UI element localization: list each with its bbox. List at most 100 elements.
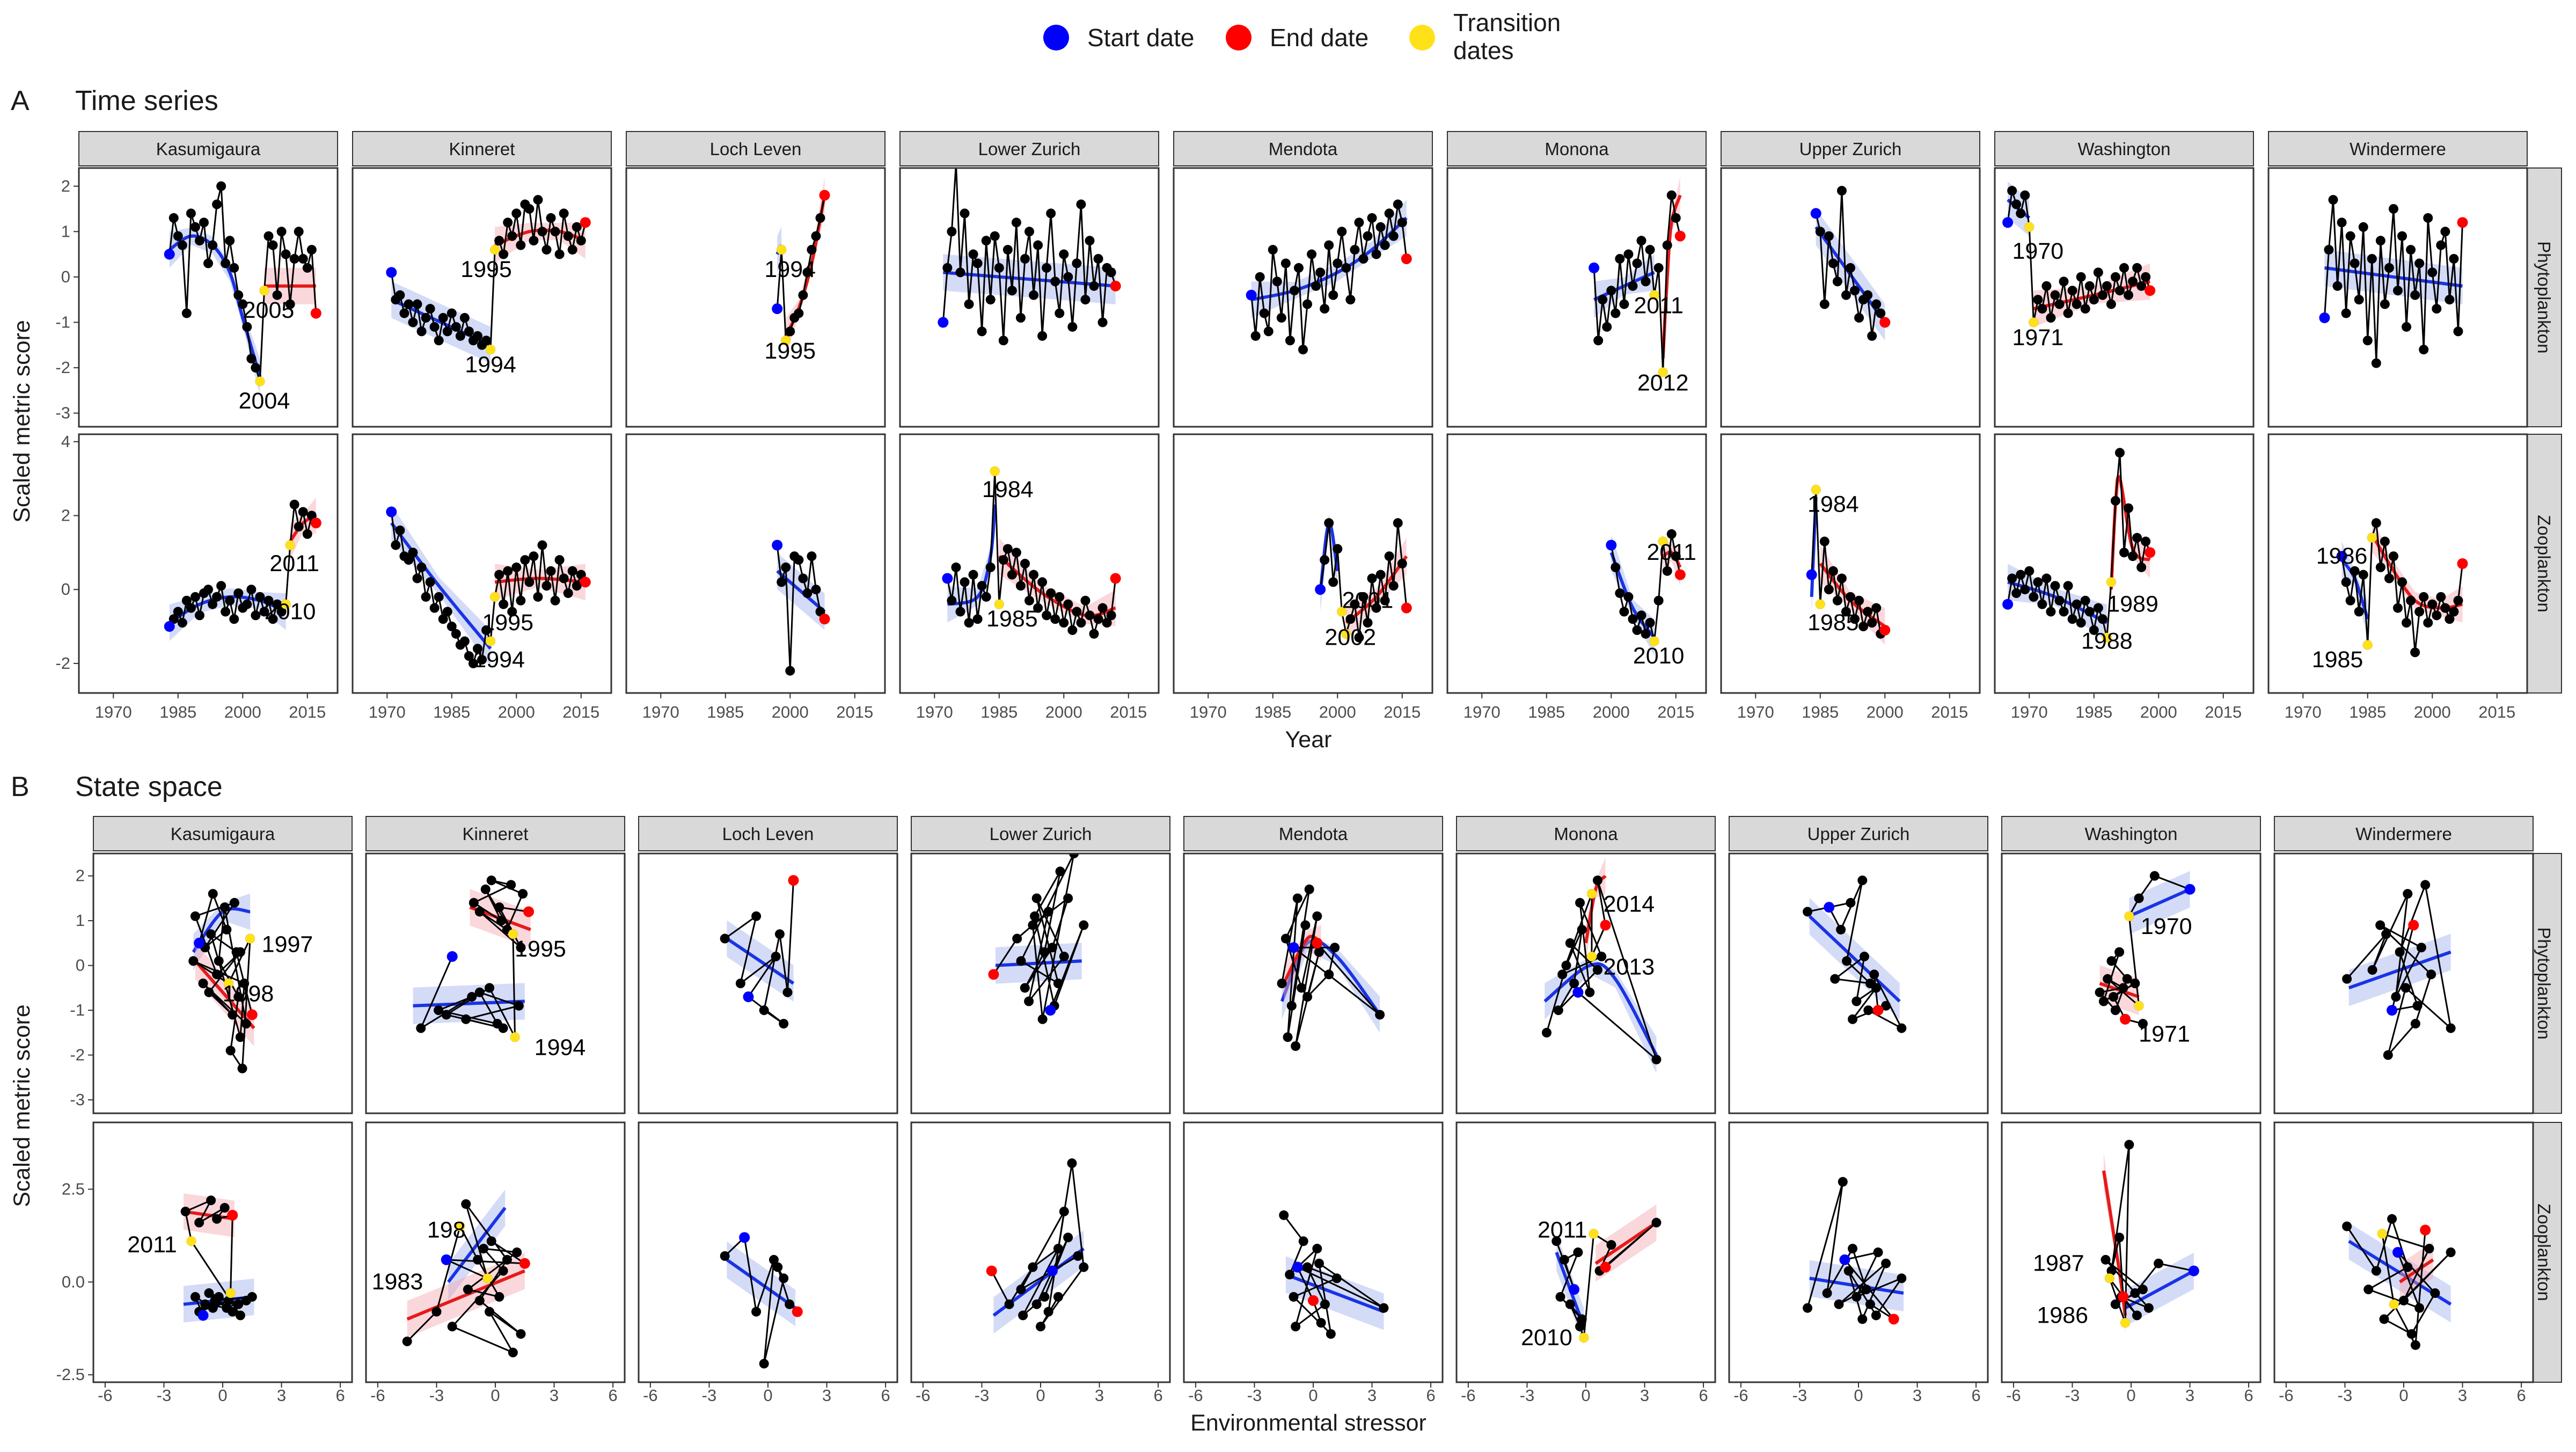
data-point (2130, 979, 2140, 988)
data-point (1031, 1299, 1042, 1309)
data-point (2072, 299, 2082, 309)
strip-bg (78, 131, 338, 166)
data-point (474, 907, 485, 917)
data-point (2109, 992, 2119, 1002)
strip-label: Washington (2084, 824, 2177, 844)
end-point (310, 308, 321, 319)
data-point (289, 499, 299, 509)
y-tick-label: -2.5 (56, 1365, 85, 1384)
transition-point (486, 636, 496, 646)
strip-label: Upper Zurich (1807, 824, 1910, 844)
panel-plot-area (772, 539, 830, 676)
data-point (1641, 276, 1651, 287)
data-point (434, 592, 444, 602)
data-point (2067, 286, 2077, 296)
transition-year-label: 2011 (127, 1232, 177, 1258)
data-point (2426, 969, 2436, 980)
end-point (792, 1306, 803, 1317)
end-point (1312, 937, 1323, 948)
transition-year-label: 1994 (473, 647, 525, 673)
strip-label: Loch Leven (710, 139, 802, 159)
data-point (1555, 1292, 1565, 1302)
legend-item-start-date: Start date (1043, 24, 1194, 52)
data-point (1286, 1001, 1297, 1011)
x-tick-label: 1970 (1190, 703, 1227, 721)
panel-border (1455, 1121, 1716, 1383)
x-tick-label: 2000 (772, 703, 809, 721)
transition-year-label: 1984 (982, 477, 1034, 502)
data-point (2041, 281, 2052, 291)
data-point (2414, 607, 2425, 617)
data-point (480, 884, 491, 894)
data-point (447, 622, 457, 632)
x-tick-label: 2000 (1593, 703, 1630, 721)
panel-background (366, 853, 625, 1113)
panel-background (1721, 434, 1980, 693)
data-point (1050, 614, 1060, 624)
data-point (272, 599, 282, 609)
strip-mendota: Mendota (1173, 131, 1433, 166)
x-tick-label: -3 (2338, 1386, 2353, 1405)
data-point (494, 902, 504, 913)
data-point (1324, 240, 1334, 250)
data-point (769, 1254, 779, 1265)
x-tick-label: 2000 (1867, 703, 1904, 721)
data-point (1033, 603, 1043, 613)
data-point (1004, 1299, 1014, 1309)
data-point (1015, 313, 1026, 323)
data-point (572, 581, 582, 591)
data-point (216, 181, 226, 191)
data-point (2141, 272, 2151, 282)
data-point (173, 607, 183, 617)
panel-monona-zooplankton: 2011 2010 (1455, 1121, 1716, 1383)
data-point (221, 258, 231, 268)
x-tick-label: 3 (822, 1386, 831, 1405)
panel-border (1183, 852, 1444, 1114)
data-point (550, 595, 560, 605)
x-tick-label: -3 (1792, 1386, 1807, 1405)
data-point (964, 618, 974, 628)
transition-year-label: 2010 (1633, 643, 1685, 669)
transition-year-label: 1995 (515, 936, 566, 962)
data-point (212, 199, 222, 209)
data-point (1628, 614, 1638, 624)
strip-label: Windermere (2350, 139, 2446, 159)
data-point (1350, 245, 1360, 255)
data-point (1371, 603, 1381, 613)
data-point (2446, 1023, 2456, 1033)
data-point (1843, 1266, 1854, 1276)
transition-point (2134, 1001, 2144, 1011)
y-tick-label: 1 (61, 222, 70, 240)
fit-line-red (183, 1209, 235, 1221)
end-point (988, 969, 999, 980)
data-point (516, 240, 526, 250)
data-point (246, 354, 257, 364)
end-point (1110, 280, 1121, 291)
data-point (554, 249, 565, 259)
legend-label-line: Start date (1087, 24, 1194, 52)
data-point (1073, 1251, 1083, 1261)
data-point (233, 588, 244, 599)
panel-plot-area: 1994 1995 (386, 195, 591, 378)
data-point (1897, 1273, 1907, 1283)
data-point (1024, 996, 1034, 1006)
panel-plot-area: 1984 1985 (1806, 479, 1891, 645)
data-point (977, 581, 987, 591)
panel-background (639, 1122, 897, 1382)
data-point (798, 290, 808, 300)
data-point (1089, 281, 1099, 291)
data-point (2367, 254, 2377, 264)
data-point (2410, 1019, 2420, 1029)
row-strip-label: Zooplankton (2534, 515, 2554, 612)
data-point (2016, 570, 2026, 580)
panel-plot-area (938, 168, 1121, 346)
data-point (2041, 573, 2052, 583)
data-point (759, 1359, 769, 1369)
y-tick-label: 2.5 (62, 1179, 85, 1198)
x-tick-label: 1970 (642, 703, 679, 721)
start-point (772, 539, 783, 551)
data-point (1276, 313, 1286, 323)
